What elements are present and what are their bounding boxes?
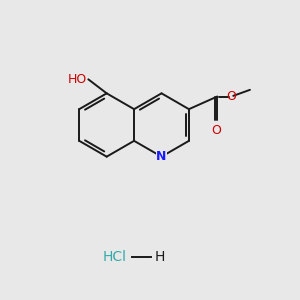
Text: HO: HO — [68, 73, 87, 86]
Text: H: H — [155, 250, 165, 264]
Text: N: N — [156, 150, 167, 163]
Text: O: O — [226, 90, 236, 103]
Text: HCl: HCl — [103, 250, 127, 264]
Text: O: O — [211, 124, 221, 137]
